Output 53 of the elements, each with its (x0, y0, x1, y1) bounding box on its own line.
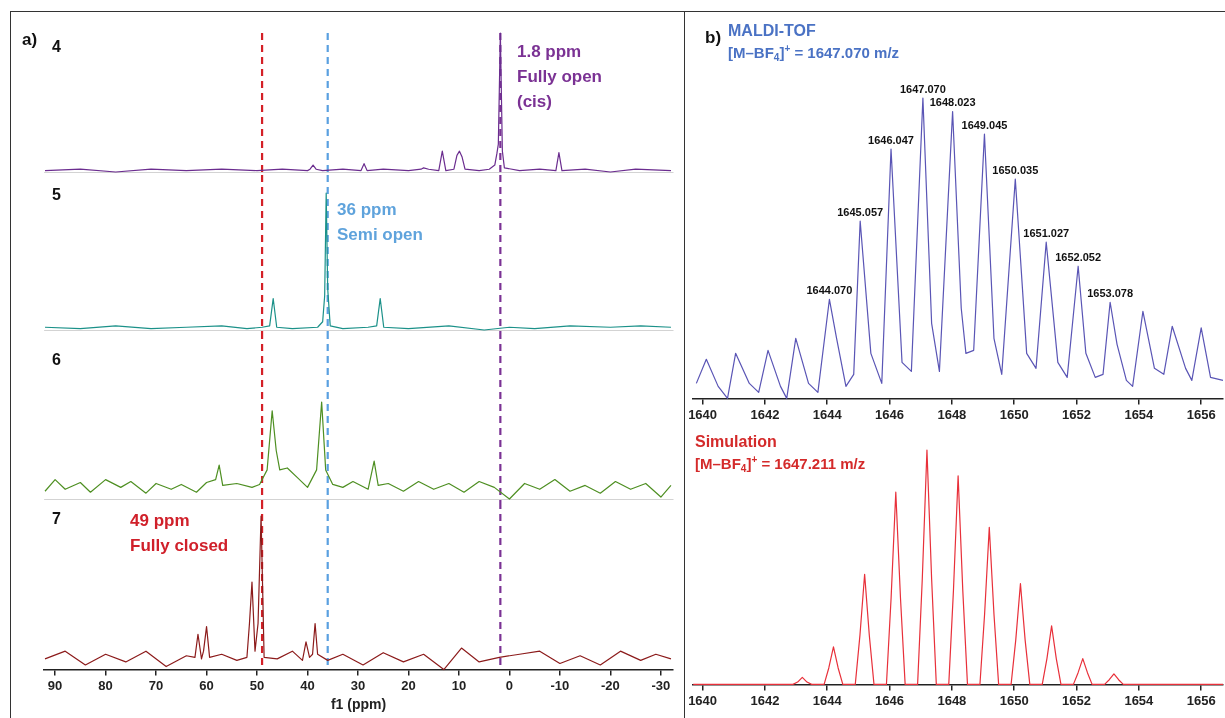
x-tick-label: 1642 (750, 406, 780, 422)
x-tick-label: 1650 (999, 406, 1029, 422)
chart-title: 5 (52, 186, 61, 204)
chart-title: 7 (52, 510, 61, 528)
annotation: 1651.027 (1023, 226, 1070, 239)
annotation: 36 ppm Semi open (337, 199, 423, 244)
x-tick-label: 1640 (688, 692, 718, 708)
x-tick-label: 1646 (875, 406, 905, 422)
x-tick-label: 90 (47, 677, 63, 693)
annotation: 1648.023 (929, 96, 976, 109)
chart-title: 4 (52, 38, 61, 56)
x-tick-label: 1640 (688, 406, 718, 422)
x-tick-label: 1646 (875, 692, 905, 708)
x-tick-label: 30 (350, 677, 366, 693)
annotation: 1646.047 (868, 133, 914, 146)
annotation: 49 ppm Fully closed (130, 510, 229, 555)
annotation: 1645.057 (837, 205, 884, 218)
annotation: 1653.078 (1087, 286, 1134, 299)
x-tick-label: 0 (505, 677, 514, 693)
x-tick-label: 1644 (812, 692, 843, 708)
x-tick-label: -20 (601, 677, 620, 693)
annotation: 1647.070 (899, 82, 946, 95)
annotation: 1644.070 (806, 283, 853, 296)
x-tick-label: 70 (148, 677, 164, 693)
annotation: 1649.045 (961, 118, 1008, 131)
x-tick-label: 1644 (812, 406, 843, 422)
x-tick-label: 1654 (1124, 406, 1155, 422)
x-tick-label: 1652 (1062, 406, 1091, 422)
x-tick-label: 20 (401, 677, 416, 693)
chart-title: Simulation (695, 433, 777, 451)
x-tick-label: -30 (651, 677, 671, 693)
x-tick-label: 1654 (1124, 692, 1155, 708)
chart-title: 6 (52, 351, 61, 369)
x-axis-title: f1 (ppm) (330, 696, 387, 713)
x-tick-label: 1650 (999, 692, 1029, 708)
x-tick-label: -10 (550, 677, 570, 693)
x-tick-label: 50 (249, 677, 265, 693)
x-tick-label: 1642 (750, 692, 780, 708)
text: b) (705, 27, 722, 47)
x-tick-label: 1648 (937, 406, 967, 422)
x-tick-label: 40 (300, 677, 315, 693)
x-tick-label: 1656 (1186, 406, 1216, 422)
x-tick-label: 60 (199, 677, 214, 693)
x-tick-label: 1652 (1062, 692, 1091, 708)
text: a) (22, 29, 38, 49)
x-tick-label: 1656 (1186, 692, 1216, 708)
annotation: 1.8 ppm Fully open (cis) (517, 41, 602, 111)
x-tick-label: 1648 (937, 692, 967, 708)
x-tick-label: 80 (98, 677, 113, 693)
annotation: 1650.035 (992, 163, 1039, 176)
annotation: 1652.052 (1055, 250, 1102, 263)
chart-title: MALDI-TOF (728, 22, 816, 40)
x-tick-label: 10 (451, 677, 467, 693)
